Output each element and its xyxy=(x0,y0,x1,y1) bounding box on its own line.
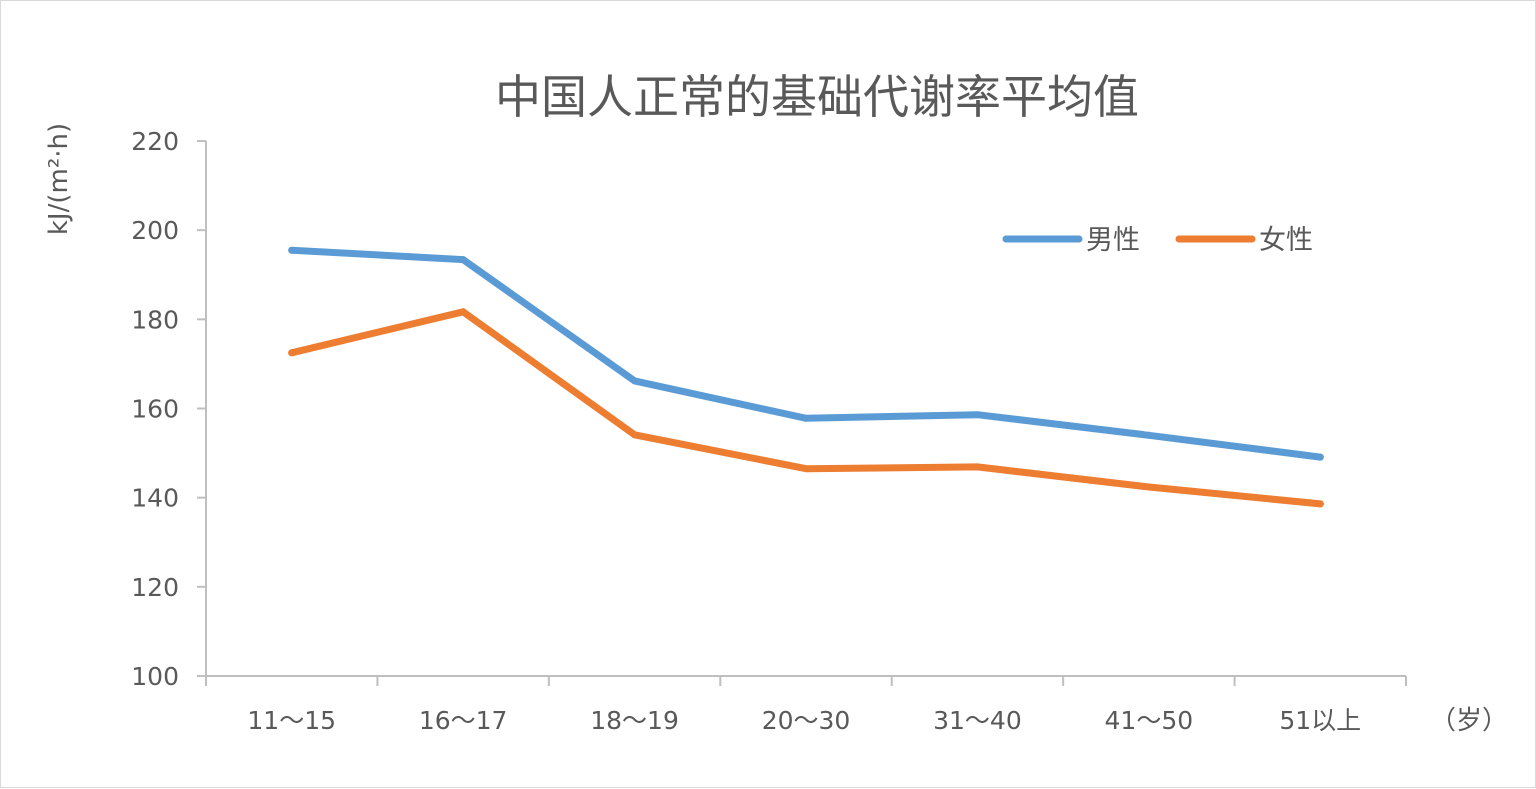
data-point xyxy=(1145,431,1153,439)
y-tick-label: 180 xyxy=(131,305,179,334)
x-axis: 11～15 16～17 18～19 20～30 31～40 41～50 51以上 xyxy=(205,675,1407,735)
y-tick-label: 100 xyxy=(131,662,179,691)
chart-title: 中国人正常的基础代谢率平均值 xyxy=(495,70,1139,124)
y-tick-label: 160 xyxy=(131,395,179,424)
series-line-1 xyxy=(288,308,1324,508)
x-tick-label: 31～40 xyxy=(933,706,1022,735)
data-point xyxy=(973,411,981,419)
data-point xyxy=(1316,500,1324,508)
y-tick-label: 120 xyxy=(131,573,179,602)
x-tick-label: 16～17 xyxy=(419,706,508,735)
x-tick-label: 20～30 xyxy=(762,706,851,735)
series-line-0 xyxy=(288,246,1324,461)
series-layer xyxy=(288,246,1324,508)
legend: 男性 女性 xyxy=(1002,225,1313,256)
legend-label: 女性 xyxy=(1259,225,1313,256)
data-point xyxy=(802,465,810,473)
y-tick-label: 220 xyxy=(131,127,179,156)
y-axis-title: kJ/(m²·h) xyxy=(44,123,74,235)
data-point xyxy=(1316,453,1324,461)
data-point xyxy=(288,349,296,357)
legend-label: 男性 xyxy=(1086,225,1140,256)
data-point xyxy=(459,256,467,264)
data-point xyxy=(802,414,810,422)
data-point xyxy=(631,431,639,439)
data-point xyxy=(288,246,296,254)
x-tick-label: 11～15 xyxy=(247,706,336,735)
x-tick-label: 41～50 xyxy=(1105,706,1194,735)
y-axis: 100 120 140 160 180 200 220 xyxy=(131,127,207,691)
x-tick-label: 51以上 xyxy=(1279,706,1361,735)
y-tick-label: 200 xyxy=(131,216,179,245)
data-point xyxy=(973,463,981,471)
data-point xyxy=(1145,483,1153,491)
y-tick-label: 140 xyxy=(131,484,179,513)
x-axis-unit-label: （岁） xyxy=(1430,706,1508,736)
x-tick-label: 18～19 xyxy=(590,706,679,735)
data-point xyxy=(631,377,639,385)
data-point xyxy=(459,308,467,316)
